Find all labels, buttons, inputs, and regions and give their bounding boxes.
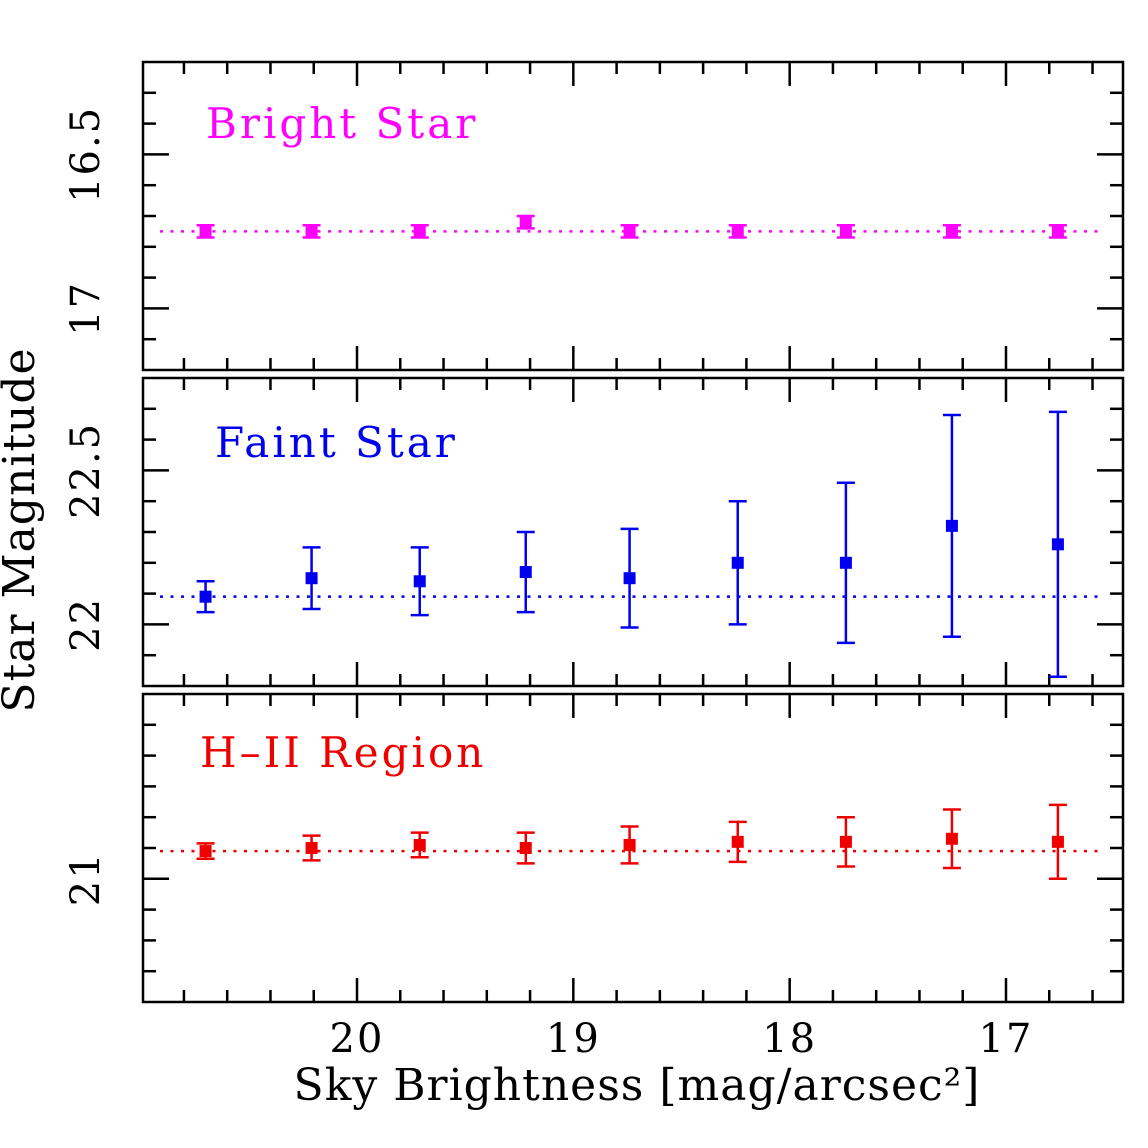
data-point xyxy=(623,838,636,851)
render-root: 16.5 17 22.5 22 21 20 19 18 17 xyxy=(63,60,1125,1062)
data-point xyxy=(623,572,636,585)
data-point xyxy=(1051,835,1064,848)
y-tick-label-22.5: 22.5 xyxy=(63,422,109,519)
x-tick-label-18: 18 xyxy=(762,1016,817,1062)
x-axis-title: Sky Brightness [mag/arcsec²] xyxy=(294,1060,981,1111)
y-tick-label-21: 21 xyxy=(63,851,109,906)
data-point xyxy=(199,845,212,858)
data-point xyxy=(945,225,958,238)
data-point xyxy=(623,225,636,238)
data-point xyxy=(1051,225,1064,238)
data-point xyxy=(199,225,212,238)
y-axis-title: Star Magnitude xyxy=(0,347,45,712)
data-point xyxy=(413,575,426,588)
data-point xyxy=(731,556,744,569)
data-point xyxy=(305,572,318,585)
panel-2: 21 xyxy=(63,692,1125,1004)
x-tick-label-20: 20 xyxy=(330,1016,385,1062)
data-point xyxy=(305,842,318,854)
y-tick-label-16.5: 16.5 xyxy=(63,106,109,203)
data-point xyxy=(1051,538,1064,551)
x-tick-label-19: 19 xyxy=(546,1016,601,1062)
panel-1: 22.5 22 xyxy=(63,376,1125,688)
data-point xyxy=(199,590,212,603)
data-point xyxy=(305,225,318,238)
data-point xyxy=(731,835,744,848)
panel-label-bright-star: Bright Star xyxy=(206,99,478,148)
data-point xyxy=(731,225,744,238)
data-point xyxy=(519,216,532,229)
data-point xyxy=(519,566,532,579)
data-point xyxy=(413,225,426,238)
data-point xyxy=(945,519,958,532)
panel-label-faint-star: Faint Star xyxy=(215,418,458,467)
y-tick-label-22: 22 xyxy=(63,597,109,652)
y-tick-label-17: 17 xyxy=(63,281,109,336)
data-point xyxy=(839,225,852,238)
data-point xyxy=(945,832,958,845)
data-point xyxy=(519,842,532,854)
x-tick-label-17: 17 xyxy=(979,1016,1034,1062)
data-point xyxy=(839,556,852,569)
data-point xyxy=(413,838,426,851)
data-point xyxy=(839,835,852,848)
panel-label-hii-region: H–II Region xyxy=(200,728,486,777)
panel-0: 16.5 17 xyxy=(63,60,1125,372)
